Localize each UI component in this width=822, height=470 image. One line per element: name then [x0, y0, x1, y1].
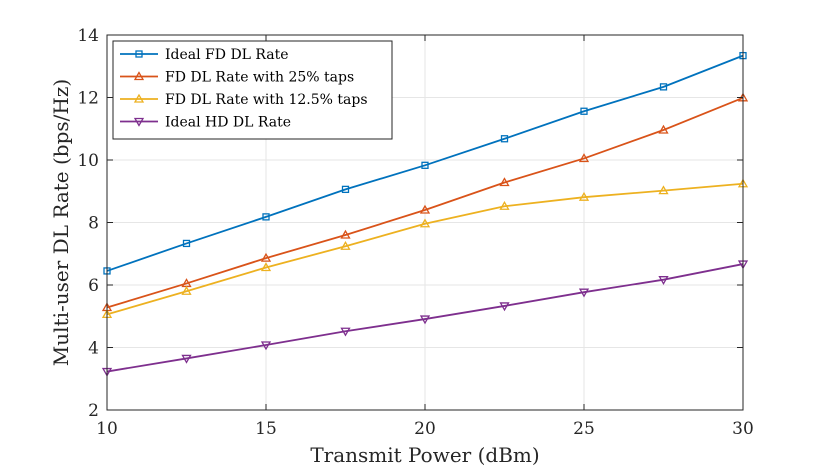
x-tick-label: 15 [255, 419, 277, 439]
data-point [658, 185, 669, 195]
data-point [419, 315, 431, 325]
data-point [499, 302, 510, 312]
x-tick-label: 10 [96, 419, 118, 439]
y-tick-label: 8 [88, 214, 99, 234]
y-axis-label: Multi-user DL Rate (bps/Hz) [49, 79, 73, 366]
data-point [340, 229, 351, 239]
data-point [260, 262, 272, 272]
legend: Ideal FD DL Rate FD DL Rate with 25% taps… [112, 40, 393, 140]
data-point [500, 135, 509, 143]
legend-marker [133, 117, 145, 127]
data-point [421, 161, 429, 169]
legend-marker [135, 50, 143, 58]
data-point [419, 204, 431, 214]
data-point [578, 153, 590, 163]
data-point [578, 191, 590, 201]
y-tick-label: 2 [88, 401, 99, 421]
data-point [260, 341, 272, 351]
y-tick-label: 12 [77, 89, 99, 109]
data-point [659, 83, 668, 91]
legend-item: FD DL Rate with 25% taps [120, 70, 354, 86]
y-tick-label: 10 [77, 151, 99, 171]
legend-label: FD DL Rate with 12.5% taps [165, 92, 368, 108]
series-layer [101, 51, 749, 377]
legend-box [112, 40, 393, 140]
legend-label: Ideal HD DL Rate [165, 115, 291, 131]
data-point [658, 124, 669, 134]
legend-label: FD DL Rate with 25% taps [165, 70, 354, 86]
series-line [106, 182, 744, 316]
legend-item: Ideal FD DL Rate [120, 47, 289, 63]
data-point [340, 240, 351, 250]
x-tick-label: 30 [732, 419, 754, 439]
x-tick-label: 20 [414, 419, 436, 439]
y-tick-label: 4 [88, 339, 99, 359]
series-line [106, 54, 744, 272]
data-point [658, 276, 669, 285]
data-point [499, 200, 510, 210]
data-point [499, 177, 510, 187]
legend-marker [133, 71, 145, 81]
data-point [578, 288, 590, 298]
x-axis-label: Transmit Power (dBm) [310, 443, 539, 467]
data-point [182, 239, 191, 248]
data-point [419, 218, 431, 228]
data-point [181, 354, 192, 364]
series-line [106, 96, 744, 309]
data-point [340, 327, 351, 337]
series-line [106, 263, 744, 373]
tick-labels: 10 15 20 25 30 2 4 6 8 10 12 14 [77, 26, 753, 439]
data-point [262, 213, 270, 221]
data-point [580, 107, 588, 115]
x-tick-label: 25 [573, 419, 595, 439]
y-tick-label: 14 [77, 26, 99, 46]
data-point [181, 285, 192, 295]
y-tick-label: 6 [88, 276, 99, 296]
data-point [260, 252, 272, 262]
legend-item: Ideal HD DL Rate [120, 115, 291, 131]
legend-item: FD DL Rate with 12.5% taps [120, 92, 368, 108]
legend-label: Ideal FD DL Rate [165, 47, 289, 63]
data-point [341, 185, 350, 194]
legend-marker [133, 93, 145, 103]
axes [106, 34, 744, 411]
